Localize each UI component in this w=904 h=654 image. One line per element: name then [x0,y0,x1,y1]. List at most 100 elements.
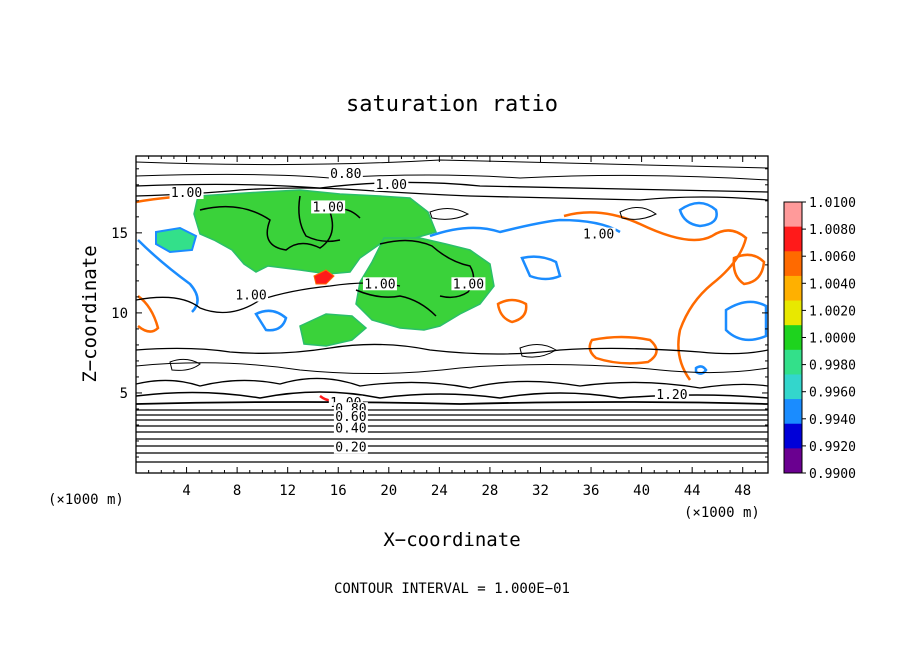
x-tick-label: 20 [380,483,397,499]
boundary-ring [254,309,288,332]
colorbar-swatch [784,251,802,277]
contour-line [379,239,475,299]
contour-label: 1.00 [583,228,614,243]
contour-label: 1.00 [171,186,202,201]
cloud-region-middle [355,237,495,331]
x-unit-left: (×1000 m) [48,492,124,508]
contour-label-bg [169,186,204,200]
colorbar-label: 0.9920 [809,440,856,455]
contour-line [429,208,470,220]
contour-line [136,343,768,355]
colorbar-swatch [784,275,802,302]
y-tick-label: 15 [111,226,128,242]
boundary-ring [724,300,768,342]
contour-label-bg [362,277,397,291]
supersat-patch [313,269,335,285]
x-axis-ticks: 4 8 12 16 20 24 28 32 36 40 44 48 [148,156,756,499]
contour-line [136,377,768,389]
x-unit-right: (×1000 m) [684,505,760,521]
contour-line [136,391,768,399]
contour-line [136,181,768,193]
contour-line [519,344,557,358]
contour-label-bg [374,178,409,192]
colorbar-label: 1.0000 [809,332,856,347]
contour-label-bg [234,288,269,302]
contour-interval-note: CONTOUR INTERVAL = 1.000E−01 [334,581,570,597]
contour-label: 1.00 [453,277,484,292]
x-tick-label: 28 [481,483,498,499]
contour-line [136,401,768,405]
contour-label: 0.80 [330,167,361,182]
boundary-ring [588,335,658,365]
colorbar-label: 0.9940 [809,413,856,428]
cloud-regions [155,189,495,347]
contour-line [136,159,768,169]
contour-label: 1.00 [235,288,266,303]
plot-area: 1.000.801.001.001.001.001.001.001.201.00… [136,156,768,473]
x-tick-label: 8 [233,483,241,499]
contour-label-bg [451,277,486,291]
contour-line [355,289,437,317]
x-tick-label: 44 [684,483,701,499]
x-axis-label: X−coordinate [383,529,520,551]
y-axis-ticks: 5 10 15 [111,168,768,458]
contour-label: 0.20 [335,441,366,456]
cloud-region-lower [299,313,368,347]
contour-labels: 1.000.801.001.001.001.001.001.001.201.00… [169,166,689,456]
colorbar-swatch [784,374,802,400]
contour-label-bg [333,440,368,454]
colorbar-swatch [784,399,802,425]
x-tick-label: 24 [431,483,448,499]
x-tick-label: 32 [532,483,549,499]
colorbar-label: 1.0040 [809,277,856,292]
contour-label: 1.00 [376,178,407,193]
contour-line [169,358,201,371]
colorbar-label: 0.9980 [809,359,856,374]
boundary-ring [137,294,160,333]
colorbar-swatch [784,349,802,375]
colorbar-label: 1.0020 [809,304,856,319]
y-tick-label: 5 [120,386,128,402]
colorbar-swatch [784,202,802,228]
y-tick-label: 10 [111,306,128,322]
x-tick-label: 48 [734,483,751,499]
contour-label: 1.20 [656,388,687,403]
x-tick-label: 4 [182,483,190,499]
colorbar-swatch [784,325,802,351]
x-tick-label: 16 [330,483,347,499]
contour-label-bg [333,421,368,435]
colorbar-label: 1.0100 [809,196,856,211]
boundary-ring [520,255,562,281]
colorbar-swatch [784,448,802,474]
contour-line [298,195,341,243]
cloud-region-left [155,226,198,254]
colorbar-swatch [784,226,802,252]
contour-label-bg [654,387,689,401]
colorbar-label: 1.0060 [809,250,856,265]
boundary-ring [429,218,621,238]
contour-label-bg [311,200,346,214]
chart-title: saturation ratio [346,92,558,117]
contour-label: 1.00 [312,200,343,215]
x-tick-label: 12 [279,483,296,499]
contour-line [619,207,657,220]
contour-label-bg [328,166,363,180]
cloud-region-upper [193,189,438,275]
contour-lines [136,159,768,463]
boundary-ring [563,211,748,381]
contour-label: 1.00 [364,277,395,292]
contour-label-bg [581,227,616,241]
boundary-ring [496,298,528,324]
contour-label: 0.40 [335,421,366,436]
contour-line [136,173,768,181]
contour-line [136,362,768,375]
boundary-ring [678,201,718,228]
x-tick-label: 40 [633,483,650,499]
colorbar-label: 0.9900 [809,467,856,482]
y-axis-label: Z−coordinate [79,245,101,382]
contour-line [136,187,768,201]
colorbar-label: 1.0080 [809,223,856,238]
colorbar-label: 0.9960 [809,386,856,401]
boundary-ring [137,239,199,313]
